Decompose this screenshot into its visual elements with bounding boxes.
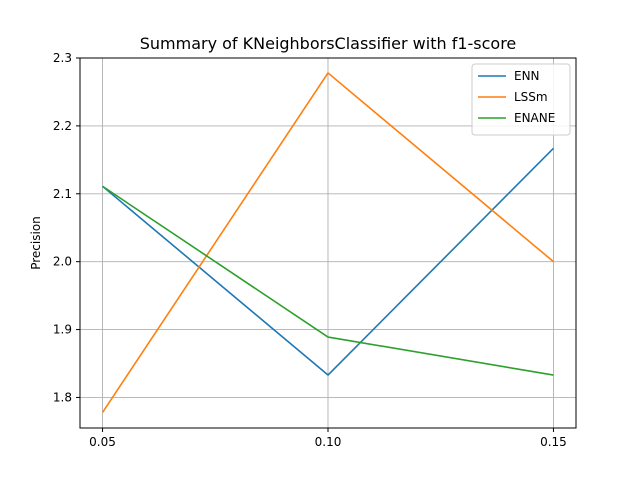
y-axis-label: Precision (29, 216, 43, 270)
legend-label-enn: ENN (514, 69, 540, 83)
y-tick-label: 1.9 (53, 323, 72, 337)
y-tick-label: 2.2 (53, 119, 72, 133)
y-tick-label: 2.0 (53, 255, 72, 269)
series-line-lssm (101, 72, 554, 413)
legend-label-lssm: LSSm (514, 90, 548, 104)
axis-ticks: 0.05 0.10 0.15 1.8 1.9 2.0 2.1 2.2 2.3 (53, 51, 567, 449)
series-lines (101, 72, 555, 413)
legend-label-enane: ENANE (514, 111, 555, 125)
x-tick-label: 0.10 (315, 435, 342, 449)
y-tick-label: 2.1 (53, 187, 72, 201)
series-line-enn (102, 147, 555, 376)
series-line-enane (102, 185, 554, 376)
chart-title: Summary of KNeighborsClassifier with f1-… (140, 34, 517, 53)
y-tick-label: 1.8 (53, 390, 72, 404)
legend: ENN LSSm ENANE (471, 63, 571, 136)
x-tick-label: 0.05 (89, 435, 116, 449)
x-tick-label: 0.15 (540, 435, 567, 449)
y-tick-label: 2.3 (53, 51, 72, 65)
